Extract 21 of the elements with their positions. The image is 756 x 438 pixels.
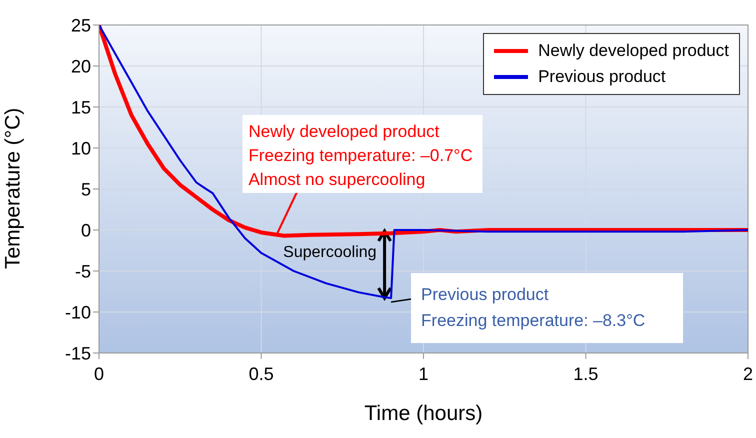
- annotation: Newly developed product Freezing temperature: –0.7°C Almost no supercooling: [248, 122, 473, 189]
- legend-label: Newly developed product: [538, 40, 729, 62]
- y-tick-label: 0: [80, 220, 91, 240]
- y-tick-label: 25: [70, 15, 91, 36]
- y-axis-title: Temperature (°C): [1, 108, 24, 269]
- x-tick-label: 1.5: [573, 364, 598, 384]
- x-tick-label: 1: [418, 364, 429, 384]
- y-tick-label: 10: [70, 138, 91, 158]
- y-tick-label: -15: [64, 343, 91, 364]
- x-tick-label: 0.5: [248, 364, 274, 384]
- y-tick-label: 5: [80, 179, 91, 200]
- annotation: Previous product Freezing temperature: –8.3°C: [421, 285, 646, 330]
- annotation: Supercooling: [283, 244, 377, 261]
- y-tick-label: 15: [70, 97, 91, 118]
- y-tick-label: -5: [74, 261, 91, 282]
- y-tick-label: 20: [70, 56, 91, 76]
- x-axis-title: Time (hours): [364, 402, 483, 425]
- x-tick-label: 2: [742, 364, 754, 384]
- x-tick-label: 0: [94, 364, 104, 384]
- legend-label: Previous product: [538, 66, 666, 88]
- y-tick-label: -10: [64, 302, 91, 322]
